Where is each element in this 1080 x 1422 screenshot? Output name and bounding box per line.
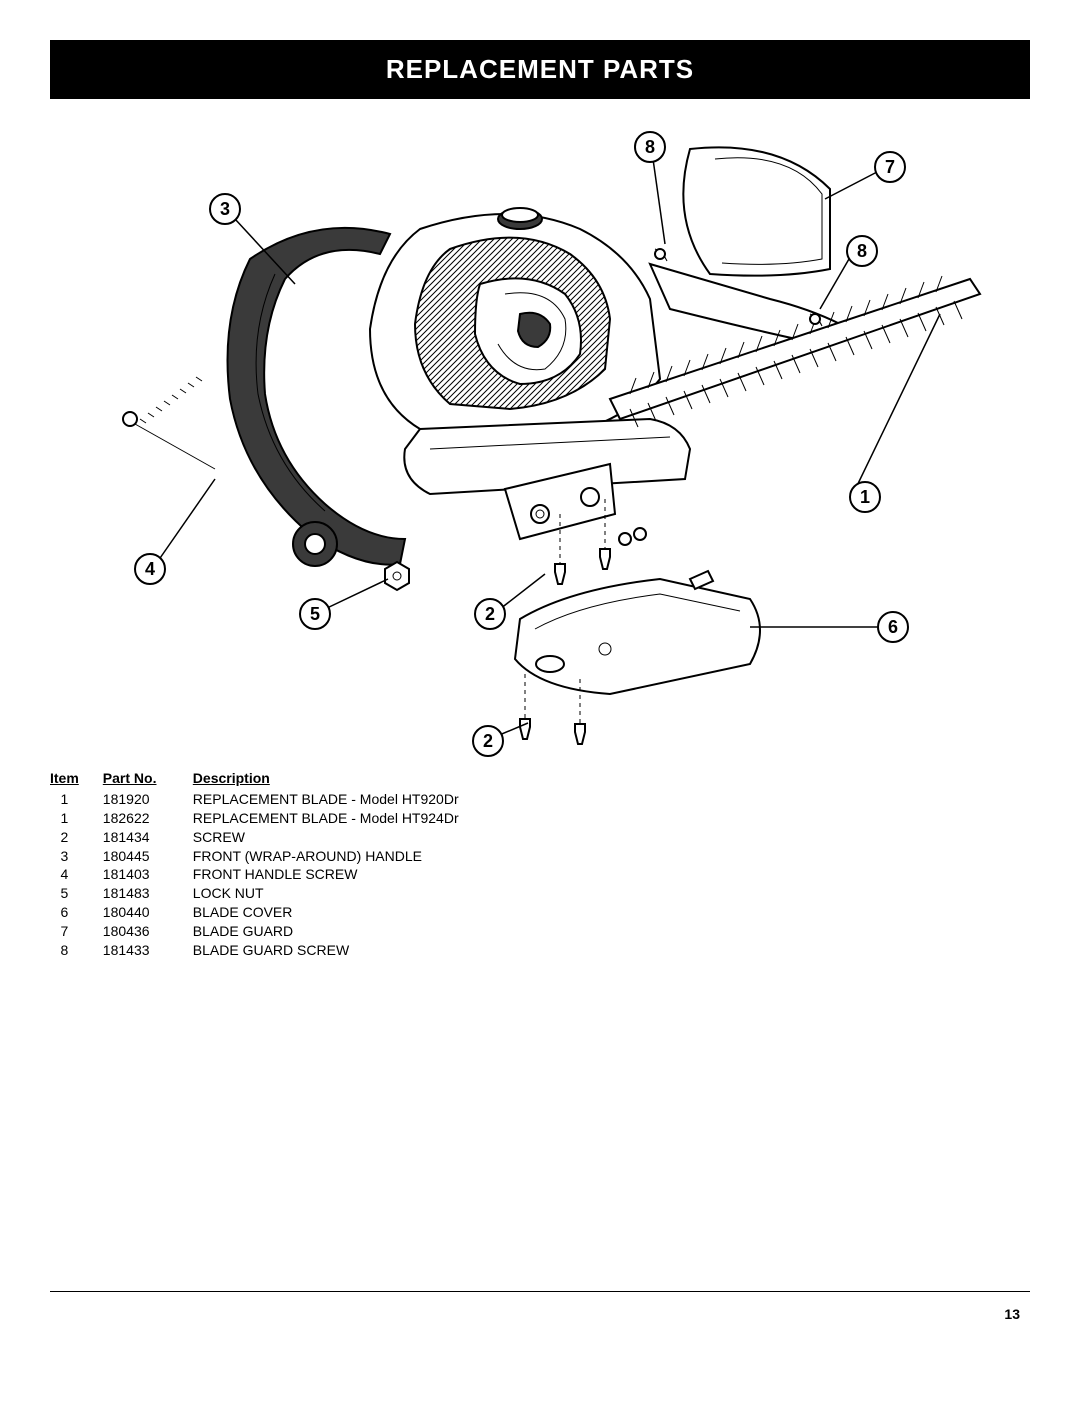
table-row: 8181433BLADE GUARD SCREW	[50, 941, 483, 960]
diagram-svg: 3 4 5 8 7 8 1 2 2 6	[50, 119, 1030, 759]
svg-text:8: 8	[857, 241, 867, 261]
callout-8-top: 8	[635, 132, 665, 162]
callout-3: 3	[210, 194, 240, 224]
table-row: 1181920REPLACEMENT BLADE - Model HT920Dr	[50, 790, 483, 809]
svg-text:5: 5	[310, 604, 320, 624]
svg-text:1: 1	[860, 487, 870, 507]
callout-2-lower: 2	[473, 726, 503, 756]
callout-5: 5	[300, 599, 330, 629]
callout-8-right: 8	[847, 236, 877, 266]
table-row: 5181483LOCK NUT	[50, 884, 483, 903]
table-row: 1182622REPLACEMENT BLADE - Model HT924Dr	[50, 809, 483, 828]
callout-2-upper: 2	[475, 599, 505, 629]
svg-text:8: 8	[645, 137, 655, 157]
svg-text:6: 6	[888, 617, 898, 637]
svg-text:4: 4	[145, 559, 155, 579]
svg-text:3: 3	[220, 199, 230, 219]
page-number: 13	[1004, 1306, 1020, 1322]
col-partno: Part No.	[103, 769, 193, 790]
col-item: Item	[50, 769, 103, 790]
svg-text:2: 2	[485, 604, 495, 624]
col-desc: Description	[193, 769, 483, 790]
parts-table: Item Part No. Description 1181920REPLACE…	[50, 769, 1030, 960]
svg-text:7: 7	[885, 157, 895, 177]
bottom-rule	[50, 1291, 1030, 1292]
callout-4: 4	[135, 554, 165, 584]
table-row: 4181403FRONT HANDLE SCREW	[50, 865, 483, 884]
callout-6: 6	[878, 612, 908, 642]
table-row: 7180436BLADE GUARD	[50, 922, 483, 941]
table-row: 3180445FRONT (WRAP-AROUND) HANDLE	[50, 847, 483, 866]
table-row: 6180440BLADE COVER	[50, 903, 483, 922]
svg-text:2: 2	[483, 731, 493, 751]
callout-7: 7	[875, 152, 905, 182]
page-header: REPLACEMENT PARTS	[50, 40, 1030, 99]
table-row: 2181434SCREW	[50, 828, 483, 847]
exploded-diagram: 3 4 5 8 7 8 1 2 2 6	[50, 119, 1030, 759]
callout-1: 1	[850, 482, 880, 512]
